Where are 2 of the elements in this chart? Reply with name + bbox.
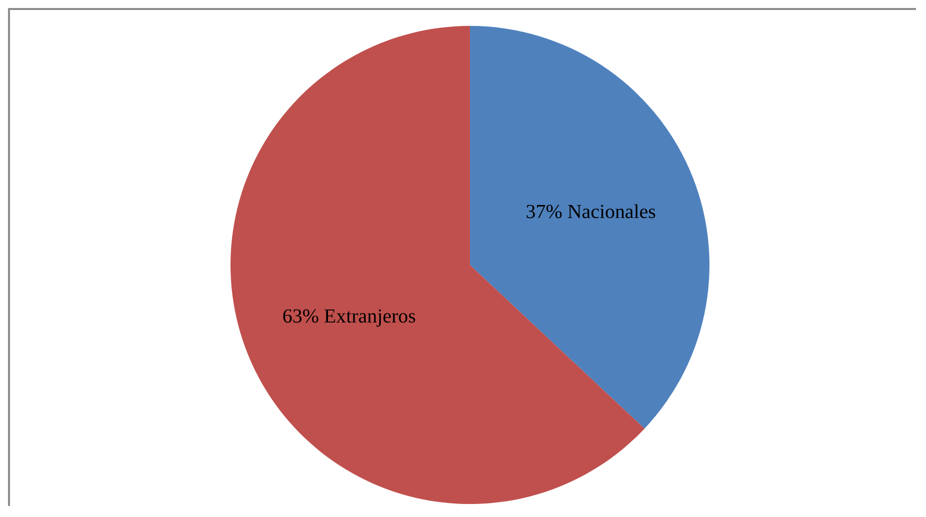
slice-label: 37% Nacionales (526, 201, 656, 223)
slice-label: 63% Extranjeros (282, 305, 416, 328)
